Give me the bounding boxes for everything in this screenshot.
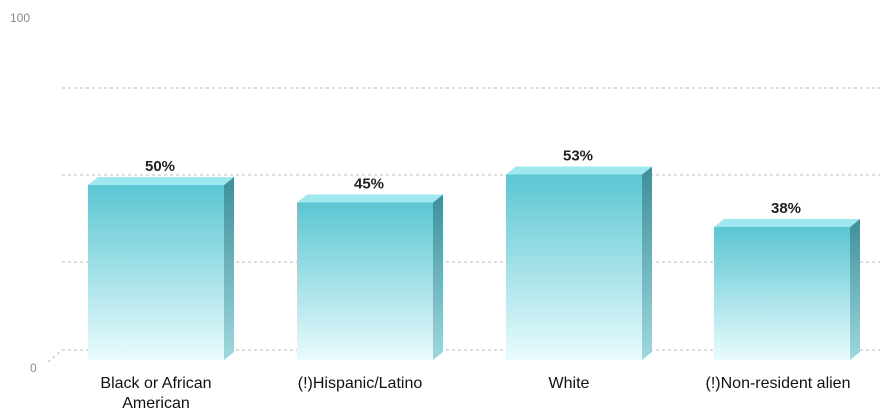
data-label: 50% — [145, 158, 175, 175]
y-tick-label-max: 100 — [10, 11, 30, 25]
bar-side — [224, 177, 234, 360]
y-tick-label-min: 0 — [30, 361, 37, 375]
bar — [714, 219, 860, 360]
data-labels: 50% 45% 53% 38% — [145, 148, 801, 218]
bar-cap — [714, 219, 860, 227]
data-label: 45% — [354, 176, 384, 193]
bars — [88, 166, 860, 360]
bar-front — [88, 185, 224, 360]
category-labels: Black or African American (!)Hispanic/Lati… — [100, 375, 850, 412]
category-label: (!)Non-resident alien — [706, 375, 851, 392]
y-axis: 100 0 — [10, 11, 37, 375]
bar-side — [642, 166, 652, 360]
gridlines — [47, 87, 880, 363]
category-label: White — [549, 375, 590, 392]
bar-front — [506, 174, 642, 360]
data-label: 38% — [771, 200, 801, 217]
bar — [506, 166, 652, 360]
bar — [297, 194, 443, 360]
bar-front — [297, 202, 433, 360]
category-label: (!)Hispanic/Latino — [298, 375, 423, 392]
bar-front — [714, 227, 850, 360]
bar-cap — [297, 194, 443, 203]
bar-cap — [88, 177, 234, 185]
floor-edge — [47, 349, 63, 363]
bar-cap — [506, 166, 652, 175]
category-label: American — [122, 395, 190, 412]
data-label: 53% — [563, 148, 593, 165]
bar-side — [433, 194, 443, 360]
bar — [88, 177, 234, 360]
bar-side — [850, 219, 860, 360]
category-label: Black or African — [100, 375, 211, 392]
